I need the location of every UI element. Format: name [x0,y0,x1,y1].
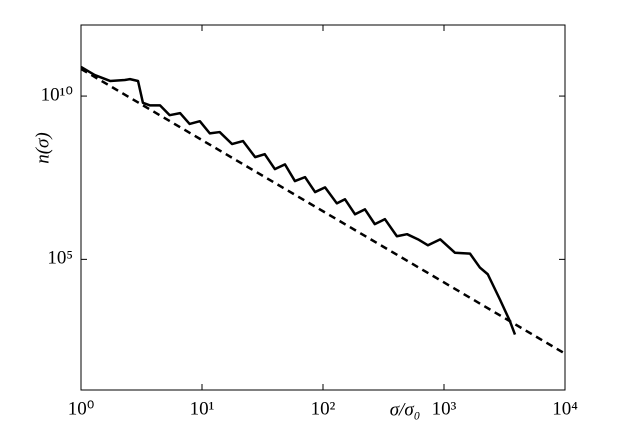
x-axis-label: σ/σ₀ [390,399,421,420]
plot-frame [80,24,566,391]
x-tick-label: 10³ [432,398,457,419]
line-series [80,67,566,355]
x-tick-label: 10² [311,398,336,419]
y-tick-label: 10¹⁰ [41,84,73,105]
y-axis-label: n(σ) [32,132,53,164]
x-tick-label: 10⁰ [68,398,95,419]
x-tick-label: 10⁴ [552,398,578,419]
x-tick-label: 10¹ [190,398,215,419]
y-tick-label: 10⁵ [47,248,73,269]
line-series [80,65,517,335]
